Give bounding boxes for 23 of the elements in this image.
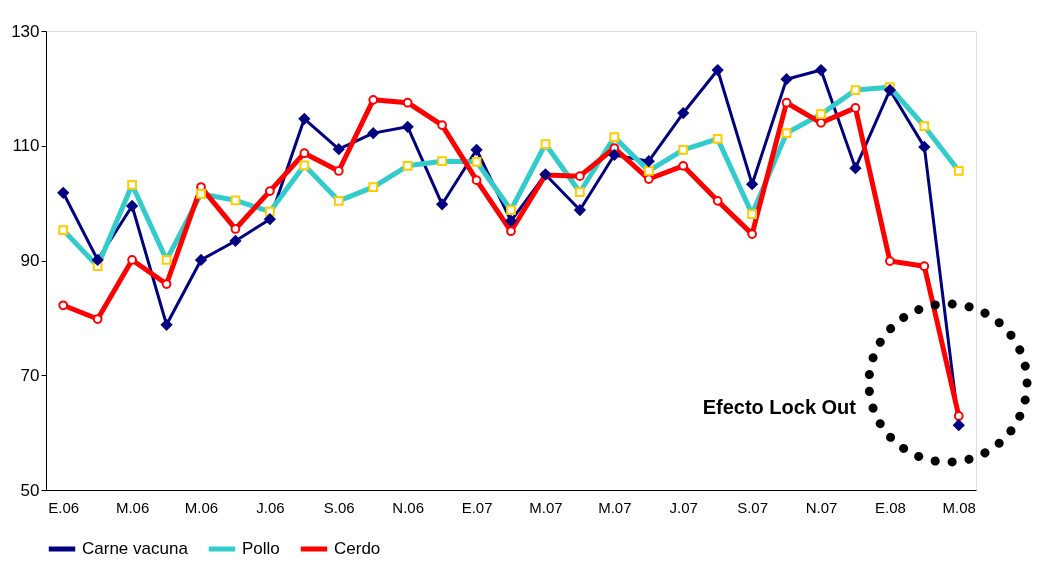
x-tick-label: S.07	[737, 498, 769, 516]
x-tick-label: N.07	[805, 498, 838, 516]
x-tick-label: J.06	[256, 498, 285, 516]
x-tick-label: M.08	[942, 498, 976, 516]
legend-label: Pollo	[242, 539, 280, 558]
x-tick-label: M.07	[598, 498, 632, 516]
legend-label: Cerdo	[334, 539, 381, 558]
y-tick-label: 70	[20, 365, 40, 385]
x-tick-label: E.07	[461, 498, 493, 516]
y-tick-label: 90	[20, 251, 40, 270]
x-tick-label: M.07	[529, 498, 563, 516]
y-tick-label: 50	[20, 480, 40, 500]
x-tick-label: M.06	[184, 498, 219, 516]
x-tick-label: M.06	[115, 498, 150, 516]
x-tick-label: N.06	[392, 498, 425, 516]
x-tick-label: E.06	[48, 498, 80, 516]
y-tick-label: 130	[11, 21, 40, 41]
y-tick-label: 110	[12, 136, 40, 156]
x-tick-label: E.08	[874, 498, 906, 516]
x-tick-label: S.06	[323, 498, 355, 516]
annotation: Efecto Lock Out	[702, 396, 857, 418]
x-tick-label: J.07	[669, 498, 698, 516]
legend-label: Carne vacuna	[82, 539, 189, 558]
